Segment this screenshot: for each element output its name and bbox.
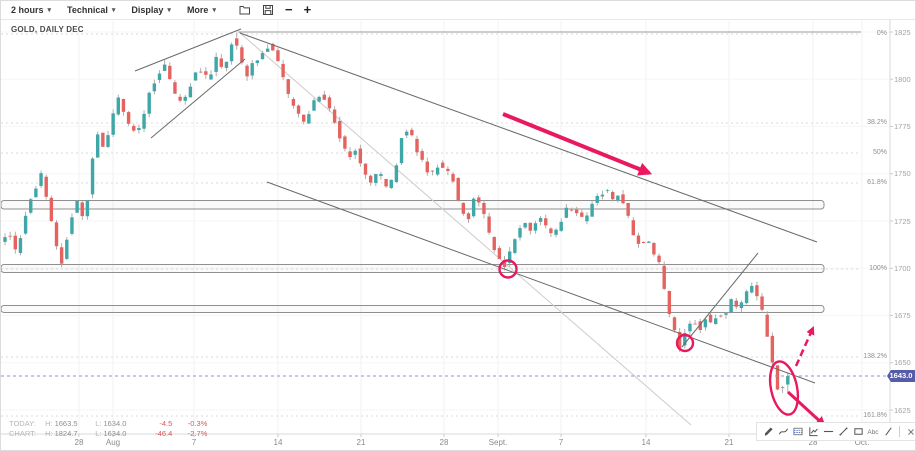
date-axis-label: 14 bbox=[273, 438, 283, 447]
technical-label: Technical bbox=[67, 5, 108, 15]
stats-row-chart: CHART: H: 1824.7 L: 1634.0 -46.4 -2.7% bbox=[9, 429, 213, 439]
support-zone-bands bbox=[1, 200, 825, 313]
drawing-toolbar: Abc bbox=[756, 422, 915, 441]
chart-high: H: 1824.7 bbox=[45, 428, 78, 438]
text-tool-icon[interactable]: Abc bbox=[867, 425, 879, 438]
chevron-down-icon: ▾ bbox=[167, 6, 171, 14]
date-axis-label: 28 bbox=[808, 438, 818, 447]
date-axis-label: 14 bbox=[641, 438, 651, 447]
svg-text:Abc: Abc bbox=[867, 429, 879, 436]
fib-level-label: 161.8% bbox=[863, 412, 887, 419]
date-axis-label: 7 bbox=[558, 438, 564, 447]
trendline-tool-icon[interactable] bbox=[837, 425, 849, 438]
chart-axes-tool-icon[interactable] bbox=[807, 425, 819, 438]
price-axis-label: 1775 bbox=[894, 122, 911, 131]
chevron-down-icon: ▾ bbox=[212, 6, 216, 14]
pink-annotations bbox=[498, 112, 826, 427]
price-axis-label: 1675 bbox=[894, 311, 911, 320]
chevron-down-icon: ▾ bbox=[111, 6, 116, 14]
date-axis-label: 28 bbox=[74, 438, 84, 447]
more-label: More bbox=[186, 5, 209, 15]
stats-label: TODAY: bbox=[9, 419, 36, 428]
toolbar-divider bbox=[899, 426, 900, 437]
today-change: -4.5 bbox=[159, 419, 173, 428]
today-low: L: 1634.0 bbox=[95, 419, 127, 428]
technical-menu[interactable]: Technical ▾ bbox=[67, 5, 115, 15]
stats-row-today: TODAY: H: 1663.5 L: 1634.0 -4.5 -0.3% bbox=[9, 419, 213, 429]
today-high: H: 1663.5 bbox=[45, 419, 78, 428]
curve-tool-icon[interactable] bbox=[777, 425, 789, 438]
close-icon[interactable] bbox=[905, 425, 915, 438]
pencil-icon[interactable] bbox=[762, 425, 774, 438]
line-tool-icon[interactable] bbox=[882, 425, 894, 438]
fib-level-label: 38.2% bbox=[867, 119, 887, 126]
current-price-value: 1643.0 bbox=[889, 370, 913, 380]
stats-label: CHART: bbox=[9, 428, 36, 438]
date-axis-label: Oct. bbox=[854, 438, 870, 447]
candlestick-series bbox=[3, 32, 790, 393]
chart-area[interactable]: GOLD, DAILY DEC 0% 38.2% 50% 61.8% 100% 138.2… bbox=[1, 20, 915, 450]
top-toolbar: 2 hours ▾ Technical ▾ Display ▾ More ▾ − bbox=[1, 1, 915, 20]
chart-low: L: 1634.0 bbox=[95, 428, 127, 438]
current-price-tag: 1643.0 bbox=[887, 369, 915, 382]
fib-level-label: 61.8% bbox=[867, 179, 887, 186]
open-file-icon[interactable] bbox=[238, 4, 251, 16]
chevron-down-icon: ▾ bbox=[47, 6, 52, 14]
price-axis-label: 1650 bbox=[894, 358, 911, 368]
fib-levels bbox=[1, 33, 859, 417]
price-axis-label: 1825 bbox=[894, 27, 911, 37]
chart-canvas[interactable] bbox=[1, 20, 915, 450]
fib-level-label: 50% bbox=[872, 149, 887, 156]
more-menu[interactable]: More ▾ bbox=[187, 5, 216, 15]
grid bbox=[1, 21, 890, 434]
today-change-pct: -0.3% bbox=[187, 419, 208, 428]
background-trendlines bbox=[238, 31, 692, 426]
chart-change: -46.4 bbox=[155, 428, 173, 438]
ohlc-stats: TODAY: H: 1663.5 L: 1634.0 -4.5 -0.3% CHAR… bbox=[9, 419, 213, 438]
price-axis-label: 1700 bbox=[894, 263, 911, 273]
price-axis-label: 1725 bbox=[894, 216, 911, 226]
price-axis-label: 1625 bbox=[894, 405, 911, 415]
price-axis-label: 1800 bbox=[894, 74, 911, 84]
display-menu[interactable]: Display ▾ bbox=[131, 5, 171, 15]
date-axis-label: 28 bbox=[439, 438, 449, 447]
price-axis-label: 1750 bbox=[894, 169, 911, 179]
date-axis-label: 7 bbox=[191, 438, 197, 447]
chart-change-pct: -2.7% bbox=[187, 428, 208, 438]
fib-level-label: 0% bbox=[876, 30, 887, 37]
timeframe-menu[interactable]: 2 hours ▾ bbox=[11, 5, 51, 15]
trendlines bbox=[134, 28, 861, 384]
date-axis-label: Aug bbox=[105, 438, 121, 447]
display-label: Display bbox=[131, 5, 164, 15]
zoom-out-icon[interactable]: − bbox=[284, 2, 293, 17]
timeframe-label: 2 hours bbox=[11, 5, 44, 15]
date-axis-label: 21 bbox=[356, 438, 366, 447]
horizontal-line-tool-icon[interactable] bbox=[822, 425, 834, 438]
date-axis-label: 21 bbox=[724, 438, 734, 447]
rectangle-tool-icon[interactable] bbox=[852, 425, 864, 438]
zoom-in-icon[interactable]: + bbox=[303, 2, 312, 17]
fib-level-label: 100% bbox=[869, 265, 887, 272]
fib-grid-tool-icon[interactable] bbox=[792, 425, 804, 438]
date-axis-label: Sept. bbox=[488, 438, 508, 447]
save-icon[interactable] bbox=[262, 4, 274, 16]
fib-level-label: 138.2% bbox=[863, 353, 887, 360]
symbol-label: GOLD, DAILY DEC bbox=[11, 25, 84, 34]
